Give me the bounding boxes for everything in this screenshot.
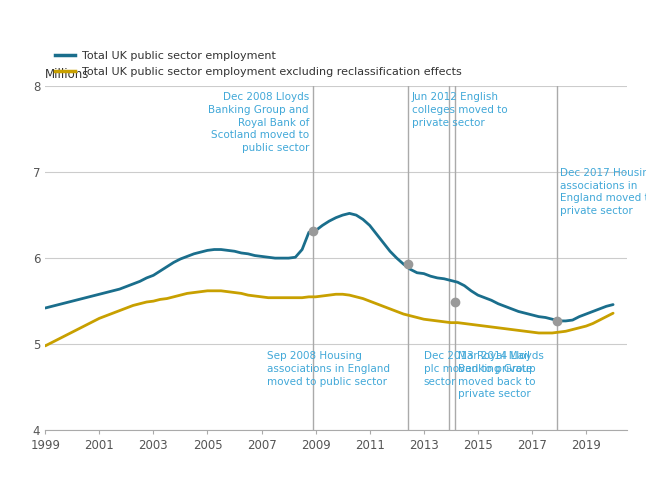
Text: Millions: Millions [45, 68, 90, 81]
Text: Mar 2014 Lloyds
Banking Group
moved back to
private sector: Mar 2014 Lloyds Banking Group moved back… [457, 351, 543, 400]
Text: Dec 2008 Lloyds
Banking Group and
Royal Bank of
Scotland moved to
public sector: Dec 2008 Lloyds Banking Group and Royal … [209, 92, 309, 153]
Legend: Total UK public sector employment, Total UK public sector employment excluding r: Total UK public sector employment, Total… [51, 47, 466, 81]
Text: Sep 2008 Housing
associations in England
moved to public sector: Sep 2008 Housing associations in England… [267, 351, 390, 387]
Text: Jun 2012 English
colleges moved to
private sector: Jun 2012 English colleges moved to priva… [412, 92, 507, 128]
Text: Dec 2017 Housing
associations in
England moved to
private sector: Dec 2017 Housing associations in England… [560, 168, 646, 216]
Text: Dec 2013 Royal Mail
plc moved to private
sector: Dec 2013 Royal Mail plc moved to private… [424, 351, 532, 387]
